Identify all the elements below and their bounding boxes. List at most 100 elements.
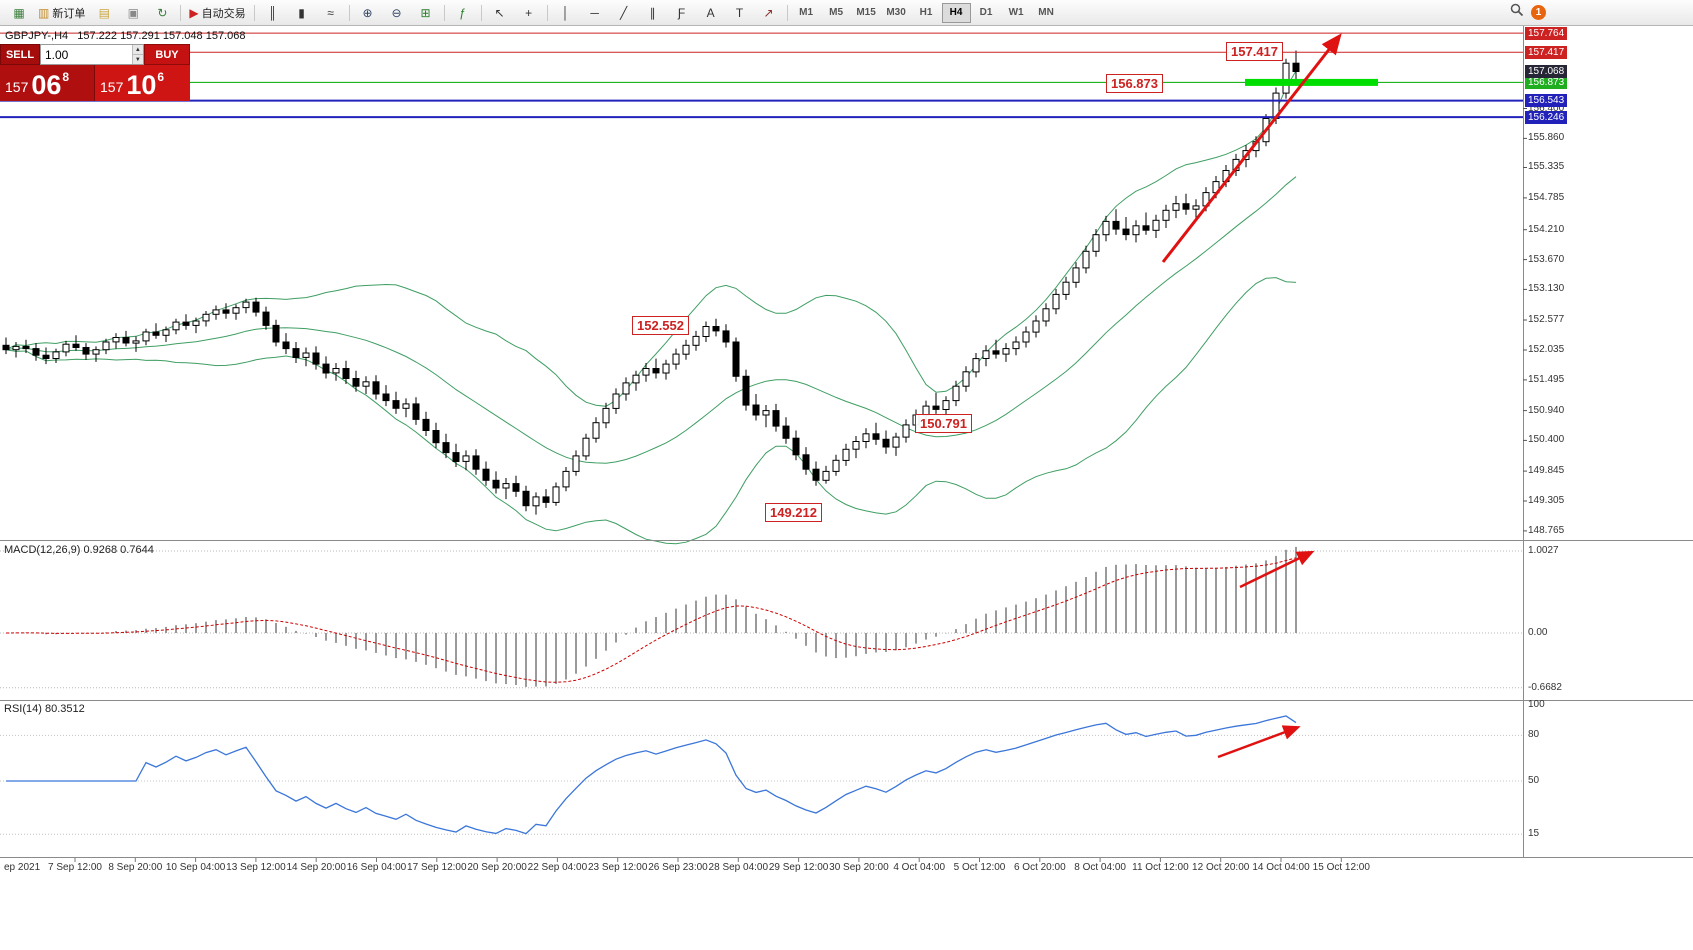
line-chart-button[interactable]: ≈ (317, 2, 345, 24)
timeframe-button-m15[interactable]: M15 (856, 7, 876, 18)
arrow-object-icon: ↗ (763, 5, 774, 20)
autotrading-button[interactable]: ▶ 自动交易 (185, 2, 249, 24)
price-level-chip[interactable]: 157.417 (1525, 45, 1568, 59)
trend-arrow[interactable] (1217, 725, 1301, 759)
time-axis-label: 13 Sep 12:00 (226, 862, 286, 873)
crosshair-icon: + (525, 5, 533, 20)
price-tick-label: 149.305 (1528, 495, 1565, 506)
print-button[interactable]: ▣ (119, 2, 147, 24)
zoom-out-button[interactable]: ⊖ (383, 2, 411, 24)
trend-arrow[interactable] (1161, 33, 1342, 263)
macd-indicator-label: MACD(12,26,9) 0.9268 0.7644 (4, 544, 154, 556)
time-axis-label: 5 Oct 12:00 (953, 862, 1006, 873)
timeframe-button-w1[interactable]: W1 (1008, 7, 1024, 18)
time-axis-label: 6 Oct 20:00 (1013, 862, 1066, 873)
price-tick-label: 150.940 (1528, 404, 1565, 416)
trend-arrow[interactable] (1239, 550, 1315, 589)
volume-stepper[interactable]: ▲ ▼ (40, 44, 144, 65)
timeframe-button-m1[interactable]: M1 (799, 7, 814, 18)
horizontal-line-button[interactable]: ─ (581, 2, 609, 24)
new-order-icon: ▥ (38, 5, 50, 20)
candlestick-chart-button[interactable]: ▮ (288, 2, 316, 24)
toolbar-separator (480, 4, 482, 21)
timeframe-button-h1[interactable]: H1 (919, 7, 933, 18)
line-chart-icon: ≈ (327, 5, 334, 20)
price-tick-label: 152.035 (1528, 343, 1565, 355)
horizontal-line-icon: ─ (590, 5, 599, 20)
channel-icon: ∥ (649, 5, 656, 20)
ohlc-values: 157.222 157.291 157.048 157.068 (77, 30, 246, 42)
text-button[interactable]: A (697, 2, 725, 24)
price-level-chip[interactable]: 156.873 (1525, 75, 1568, 89)
indicators-button[interactable]: ƒ (449, 2, 477, 24)
timeframe-button-d1[interactable]: D1 (979, 7, 993, 18)
bid-price-prefix: 157 (5, 79, 29, 95)
price-annotation[interactable]: 149.212 (765, 503, 822, 522)
refresh-button[interactable]: ↻ (148, 2, 176, 24)
price-annotation[interactable]: 157.417 (1226, 42, 1283, 61)
rsi-axis-label: 15 (1528, 828, 1540, 840)
search-icon[interactable] (1510, 3, 1524, 22)
arrows-button[interactable]: ↗ (755, 2, 783, 24)
rsi-axis-label: 50 (1528, 775, 1540, 786)
timeframe-button-m30[interactable]: M30 (886, 7, 906, 18)
vertical-line-button[interactable]: │ (552, 2, 580, 24)
time-axis-label: 26 Sep 23:00 (648, 862, 708, 873)
fibonacci-button[interactable]: Ƒ (668, 2, 696, 24)
price-annotation[interactable]: 156.873 (1106, 74, 1163, 93)
sell-price-tile[interactable]: 157 06 8 (0, 65, 95, 101)
ask-price-prefix: 157 (100, 79, 124, 95)
macd-axis-label: 1.0027 (1528, 544, 1559, 556)
new-chart-icon: ▦ (13, 5, 25, 20)
zoom-in-icon: ⊕ (362, 5, 373, 20)
time-axis-label: 11 Oct 12:00 (1132, 862, 1189, 873)
toolbar-separator (546, 4, 548, 21)
autotrading-icon: ▶ (189, 5, 199, 20)
timeframe-button-h4[interactable]: H4 (941, 2, 971, 23)
tile-windows-button[interactable]: ⊞ (412, 2, 440, 24)
time-axis-label: 16 Sep 04:00 (346, 862, 407, 873)
cursor-button[interactable]: ↖ (486, 2, 514, 24)
price-level-chip[interactable]: 157.764 (1525, 27, 1568, 40)
zoom-in-button[interactable]: ⊕ (354, 2, 382, 24)
timeframe-button-mn[interactable]: MN (1038, 7, 1054, 18)
fibonacci-icon: Ƒ (677, 5, 686, 20)
new-chart-button[interactable]: ▦ (5, 2, 33, 24)
price-level-chip[interactable]: 156.246 (1525, 110, 1568, 124)
macd-axis-label: -0.6682 (1528, 681, 1562, 693)
new-order-button[interactable]: ▥ 新订单 (34, 2, 89, 24)
vertical-line-icon: │ (561, 5, 570, 20)
notification-badge[interactable]: 1 (1531, 5, 1546, 20)
candlestick-icon: ▮ (298, 5, 305, 20)
history-icon: ▤ (98, 5, 111, 20)
bar-chart-button[interactable]: ║ (259, 2, 287, 24)
rsi-axis-label: 100 (1528, 699, 1545, 710)
buy-price-tile[interactable]: 157 10 6 (95, 65, 190, 101)
channel-button[interactable]: ∥ (639, 2, 667, 24)
price-tick-label: 153.130 (1528, 283, 1565, 295)
crosshair-button[interactable]: + (515, 2, 543, 24)
time-axis-label: 14 Oct 04:00 (1252, 862, 1310, 873)
volume-input[interactable] (41, 45, 132, 64)
bid-price-big: 06 (31, 70, 62, 100)
history-center-button[interactable]: ▤ (90, 2, 118, 24)
green-highlight-segment[interactable] (1245, 78, 1378, 86)
trendline-icon: ╱ (619, 5, 628, 20)
time-axis-label: 8 Sep 20:00 (108, 862, 163, 873)
time-axis-label: 28 Sep 04:00 (708, 862, 769, 873)
price-tick-label: 151.495 (1528, 373, 1565, 385)
trendline-button[interactable]: ╱ (610, 2, 638, 24)
time-axis-label: 8 Oct 04:00 (1074, 862, 1126, 873)
autotrading-button-label: 自动交易 (201, 7, 246, 20)
text-label-button[interactable]: T (726, 2, 754, 24)
volume-increase-button[interactable]: ▲ (131, 45, 143, 55)
price-annotation[interactable]: 152.552 (632, 316, 689, 335)
price-level-chip[interactable]: 156.543 (1525, 94, 1568, 108)
volume-decrease-button[interactable]: ▼ (131, 55, 143, 64)
sell-button[interactable]: SELL (0, 44, 40, 65)
timeframe-button-m5[interactable]: M5 (829, 7, 844, 18)
buy-button[interactable]: BUY (144, 44, 190, 65)
price-annotation[interactable]: 150.791 (915, 414, 972, 433)
